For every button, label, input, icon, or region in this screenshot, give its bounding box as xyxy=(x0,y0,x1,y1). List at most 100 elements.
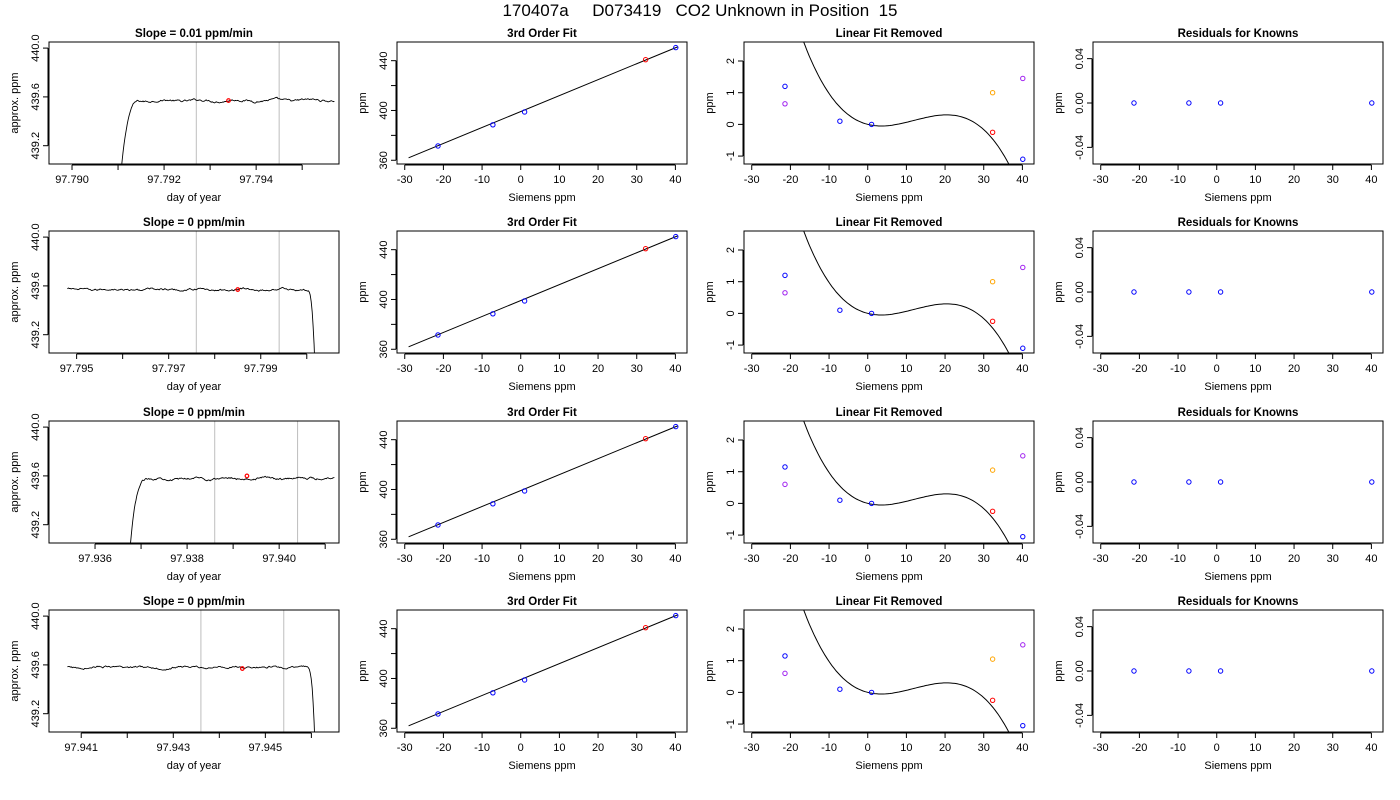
known-point xyxy=(1369,289,1375,295)
panel-r3-c4: Residuals for Knowns -30 -20 -10 0 10 20 30 40 Si… xyxy=(1053,407,1384,583)
y-tick-label: 439.2 xyxy=(30,700,42,728)
known-point xyxy=(1131,668,1137,674)
ppm-trace xyxy=(67,286,315,353)
y-tick-label: 400 xyxy=(378,290,390,308)
y-tick-label: 439.2 xyxy=(30,511,42,539)
x-axis-label: Siemens ppm xyxy=(1204,192,1271,204)
panel-r3-c3: Linear Fit Removed-30 -20 -10 0 10 20 30 40Siem… xyxy=(704,407,1035,583)
x-tick-label: 20 xyxy=(939,553,951,565)
x-axis-label: day of year xyxy=(167,571,222,583)
panel-r1-c2: 3rd Order Fit -30 -20 -10 0 10 20 30 40 Siemens p… xyxy=(357,28,688,204)
y-tick-label: 1 xyxy=(725,90,737,96)
y-axis-label: ppm xyxy=(1053,92,1065,113)
x-tick-label: 30 xyxy=(1327,174,1339,186)
plot-area xyxy=(408,423,679,538)
plot-area xyxy=(782,610,1026,732)
known-point xyxy=(837,497,843,503)
plot-frame xyxy=(1092,230,1384,354)
panel-title: 3rd Order Fit xyxy=(507,596,577,608)
x-tick-label: 30 xyxy=(978,742,990,754)
sample-marker xyxy=(235,287,241,292)
x-tick-label: 40 xyxy=(1016,742,1028,754)
plot-frame xyxy=(48,41,340,165)
y-tick-label: -1 xyxy=(725,719,737,729)
y-tick-label: 0.00 xyxy=(1074,660,1086,681)
known-point xyxy=(1217,289,1224,295)
y-axis-label: ppm xyxy=(1053,281,1065,302)
panel-title: Linear Fit Removed xyxy=(836,217,943,229)
panel-title: Residuals for Knowns xyxy=(1178,407,1299,419)
x-tick-label: 20 xyxy=(939,174,951,186)
x-tick-label: -30 xyxy=(744,363,760,375)
y-axis-label: ppm xyxy=(1053,471,1065,492)
x-tick-label: 97.940 xyxy=(262,553,296,565)
x-tick-label: 10 xyxy=(553,553,565,565)
x-tick-label: -30 xyxy=(397,174,413,186)
y-axis-label: ppm xyxy=(704,281,716,302)
x-tick-label: 97.945 xyxy=(249,742,283,754)
x-tick-label: 97.941 xyxy=(64,742,98,754)
fit-curve xyxy=(803,42,1010,164)
plot-frame xyxy=(48,230,340,354)
y-tick-label: 440.0 xyxy=(30,602,42,630)
x-tick-label: 10 xyxy=(553,174,565,186)
panel-r2-c1: Slope = 0 ppm/min 97.795 97.797 97.799 day o… xyxy=(9,217,340,393)
sample-marker xyxy=(226,98,231,103)
x-axis-label: Siemens ppm xyxy=(508,381,575,393)
known-point xyxy=(1131,479,1137,485)
x-tick-label: 20 xyxy=(1288,553,1300,565)
known-point xyxy=(782,464,788,470)
x-tick-label: 10 xyxy=(1249,363,1261,375)
known-point xyxy=(782,653,788,659)
plot-area xyxy=(67,610,315,732)
known-point xyxy=(1131,289,1137,295)
y-tick-label: 360 xyxy=(378,719,390,737)
known-point xyxy=(673,233,679,240)
panel-r1-c4: Residuals for Knowns -30 -20 -10 0 10 20 30 40 Si… xyxy=(1053,28,1384,204)
x-tick-label: -20 xyxy=(435,363,451,375)
x-tick-label: 20 xyxy=(592,174,604,186)
x-tick-label: 10 xyxy=(553,742,565,754)
y-axis-label: ppm xyxy=(704,660,716,681)
x-tick-label: 10 xyxy=(900,553,912,565)
x-tick-label: 0 xyxy=(1214,174,1220,186)
x-tick-label: 30 xyxy=(1327,742,1339,754)
x-tick-label: 40 xyxy=(669,174,681,186)
x-tick-label: 97.790 xyxy=(55,174,89,186)
x-tick-label: 0 xyxy=(1214,742,1220,754)
y-tick-label: 1 xyxy=(725,469,737,475)
y-axis-label: ppm xyxy=(704,471,716,492)
y-axis-label: ppm xyxy=(357,92,369,113)
fit-line xyxy=(408,235,678,348)
x-tick-label: -20 xyxy=(782,363,798,375)
x-axis-label: Siemens ppm xyxy=(1204,571,1271,583)
x-tick-label: -10 xyxy=(474,363,490,375)
y-tick-label: 0.00 xyxy=(1074,471,1086,492)
y-tick-label: -1 xyxy=(725,151,737,161)
x-tick-label: 40 xyxy=(669,363,681,375)
known-point xyxy=(1217,668,1224,674)
fit-line xyxy=(408,425,678,538)
known-point xyxy=(782,83,788,90)
x-axis-label: Siemens ppm xyxy=(855,760,922,772)
x-tick-label: 0 xyxy=(518,174,524,186)
x-tick-label: 97.792 xyxy=(147,174,181,186)
y-tick-label: 0 xyxy=(725,500,737,506)
x-tick-label: 0 xyxy=(518,742,524,754)
x-tick-label: 20 xyxy=(592,742,604,754)
known-point xyxy=(1369,668,1375,674)
plot-area xyxy=(1131,668,1375,674)
x-tick-label: 10 xyxy=(1249,553,1261,565)
x-tick-label: -10 xyxy=(821,363,837,375)
x-tick-label: 0 xyxy=(518,363,524,375)
plot-frame xyxy=(48,609,340,733)
known-point xyxy=(1186,668,1192,674)
y-tick-label: 439.6 xyxy=(30,462,42,490)
x-tick-label: 30 xyxy=(1327,363,1339,375)
x-tick-label: 10 xyxy=(1249,174,1261,186)
y-axis-label: ppm xyxy=(357,281,369,302)
x-axis-label: Siemens ppm xyxy=(855,381,922,393)
x-tick-label: 0 xyxy=(865,742,871,754)
y-axis-label: approx. ppm xyxy=(9,72,21,133)
